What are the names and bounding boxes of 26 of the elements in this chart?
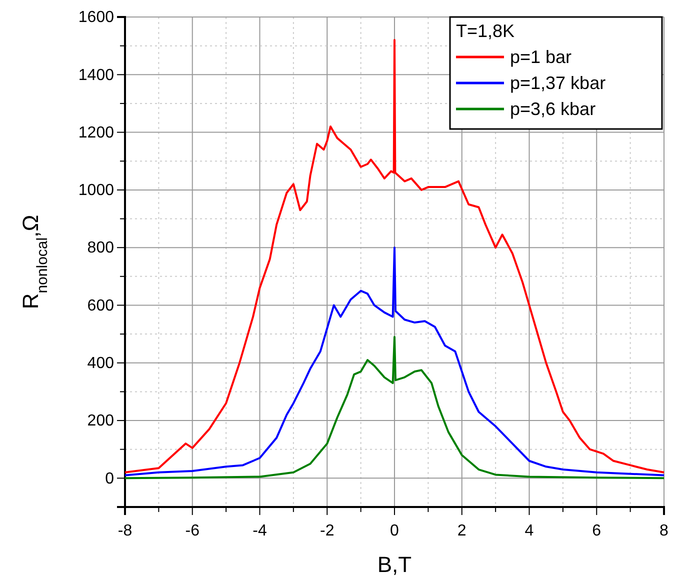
x-tick-label: 8 <box>660 522 669 540</box>
y-tick-label: 1200 <box>78 124 114 142</box>
legend-title: T=1,8K <box>456 21 515 41</box>
legend-label: p=3,6 kbar <box>510 99 596 119</box>
line-series <box>124 336 665 480</box>
x-tick-label: 2 <box>457 522 466 540</box>
x-tick-label: 0 <box>390 522 400 540</box>
x-tick-label: -6 <box>185 522 200 540</box>
y-tick-label: 800 <box>87 240 114 257</box>
y-tick-label: 200 <box>87 412 114 430</box>
x-tick-label: -8 <box>118 522 132 540</box>
y-tick-label: 1000 <box>78 182 114 200</box>
y-tick-label: 400 <box>87 355 114 372</box>
x-tick-label: 4 <box>524 522 534 540</box>
y-tick-label: 1400 <box>78 66 114 84</box>
line-series <box>124 39 665 474</box>
y-tick-label: 600 <box>87 297 114 314</box>
x-tick-label: -2 <box>320 522 334 540</box>
legend-label: p=1 bar <box>510 47 572 67</box>
y-tick-label: 1600 <box>78 9 114 26</box>
y-tick-label: 0 <box>105 470 114 488</box>
x-tick-label: -4 <box>252 522 267 540</box>
line-series <box>124 246 665 476</box>
x-tick-label: 6 <box>592 522 602 540</box>
legend-label: p=1,37 kbar <box>510 73 606 93</box>
x-axis-title: B,T <box>377 552 412 577</box>
